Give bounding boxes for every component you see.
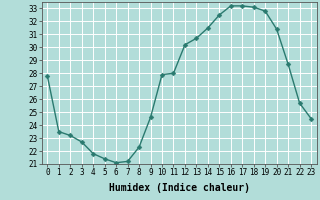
X-axis label: Humidex (Indice chaleur): Humidex (Indice chaleur) [109,183,250,193]
